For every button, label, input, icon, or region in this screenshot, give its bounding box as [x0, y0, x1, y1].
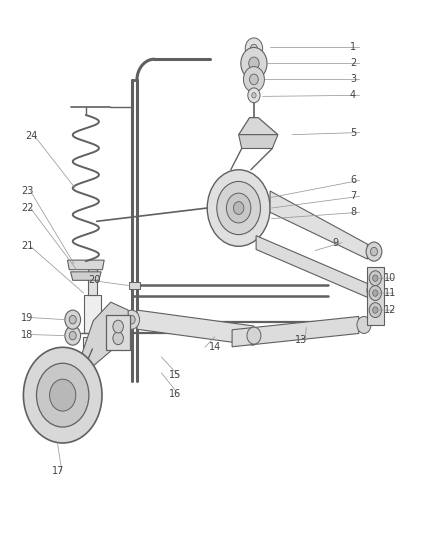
- Polygon shape: [71, 272, 101, 280]
- Circle shape: [371, 287, 377, 294]
- Circle shape: [49, 379, 76, 411]
- Text: 23: 23: [21, 186, 33, 196]
- Circle shape: [23, 348, 102, 443]
- Text: 19: 19: [21, 312, 33, 322]
- Circle shape: [241, 47, 267, 79]
- Circle shape: [373, 290, 378, 296]
- Circle shape: [233, 201, 244, 214]
- Polygon shape: [232, 317, 359, 347]
- Text: 17: 17: [52, 466, 64, 476]
- Text: 7: 7: [350, 191, 356, 201]
- Polygon shape: [82, 302, 128, 368]
- Circle shape: [373, 275, 378, 281]
- Circle shape: [367, 282, 381, 299]
- Text: 8: 8: [350, 207, 356, 217]
- Circle shape: [207, 169, 270, 246]
- Text: 4: 4: [350, 90, 356, 100]
- Circle shape: [251, 44, 258, 53]
- Text: 24: 24: [25, 131, 38, 141]
- Circle shape: [250, 74, 258, 85]
- Circle shape: [69, 316, 76, 324]
- Circle shape: [366, 242, 382, 261]
- Circle shape: [36, 364, 89, 427]
- Circle shape: [244, 67, 265, 92]
- Circle shape: [245, 38, 263, 59]
- Circle shape: [357, 317, 371, 334]
- Text: 11: 11: [384, 288, 396, 298]
- Circle shape: [113, 332, 124, 345]
- Circle shape: [128, 316, 135, 324]
- Text: 12: 12: [384, 305, 396, 315]
- Text: 15: 15: [169, 370, 181, 381]
- Polygon shape: [256, 236, 367, 297]
- Circle shape: [369, 286, 381, 301]
- Circle shape: [124, 310, 140, 329]
- Polygon shape: [106, 316, 131, 350]
- Text: 10: 10: [384, 273, 396, 283]
- Polygon shape: [130, 282, 140, 289]
- Text: 1: 1: [350, 43, 356, 52]
- Text: 6: 6: [350, 175, 356, 185]
- Circle shape: [113, 320, 124, 333]
- Circle shape: [226, 193, 251, 223]
- Polygon shape: [67, 260, 104, 270]
- Circle shape: [371, 247, 378, 256]
- Polygon shape: [88, 264, 97, 295]
- Polygon shape: [367, 266, 384, 325]
- Text: 16: 16: [169, 389, 181, 399]
- Text: 20: 20: [88, 276, 100, 285]
- Polygon shape: [137, 310, 254, 345]
- Circle shape: [65, 310, 81, 329]
- Circle shape: [217, 181, 261, 235]
- Text: 5: 5: [350, 127, 356, 138]
- Text: 22: 22: [21, 203, 33, 213]
- Text: 18: 18: [21, 329, 33, 340]
- Text: 9: 9: [332, 238, 339, 247]
- Circle shape: [65, 326, 81, 345]
- Circle shape: [252, 93, 256, 98]
- Polygon shape: [83, 337, 102, 349]
- Text: 13: 13: [295, 335, 307, 345]
- Text: 21: 21: [21, 241, 33, 251]
- Polygon shape: [239, 135, 278, 149]
- Circle shape: [248, 88, 260, 103]
- Polygon shape: [84, 295, 101, 333]
- Polygon shape: [270, 191, 367, 259]
- Circle shape: [373, 307, 378, 313]
- Circle shape: [369, 271, 381, 286]
- Circle shape: [69, 332, 76, 340]
- Circle shape: [249, 57, 259, 70]
- Circle shape: [247, 327, 261, 344]
- Circle shape: [87, 337, 98, 350]
- Circle shape: [369, 303, 381, 318]
- Text: 2: 2: [350, 59, 356, 68]
- Text: 14: 14: [208, 342, 221, 352]
- Text: 3: 3: [350, 75, 356, 84]
- Polygon shape: [239, 118, 278, 135]
